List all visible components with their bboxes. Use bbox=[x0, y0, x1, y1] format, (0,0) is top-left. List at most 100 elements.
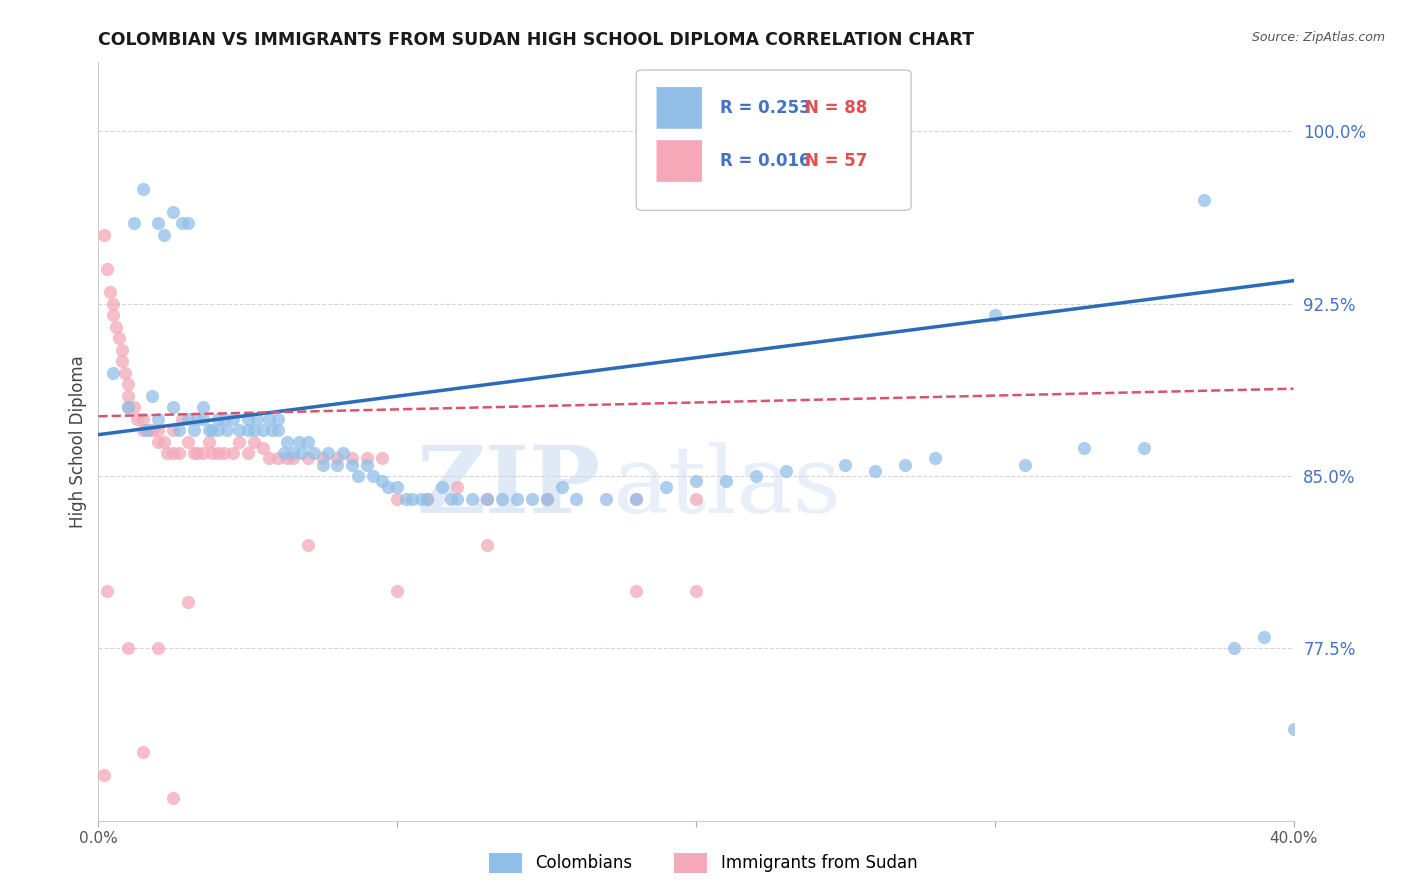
Point bbox=[153, 227, 176, 242]
Point bbox=[1192, 194, 1215, 208]
Point bbox=[411, 491, 433, 506]
Point bbox=[177, 216, 200, 230]
Point bbox=[626, 583, 648, 598]
Point bbox=[183, 446, 205, 460]
Point bbox=[655, 481, 678, 495]
Text: R = 0.253: R = 0.253 bbox=[720, 99, 811, 117]
Point bbox=[342, 450, 364, 465]
Point bbox=[276, 434, 298, 449]
FancyBboxPatch shape bbox=[657, 140, 702, 182]
Point bbox=[260, 423, 283, 437]
FancyBboxPatch shape bbox=[637, 70, 911, 211]
Point bbox=[103, 366, 125, 380]
Point bbox=[117, 377, 139, 392]
Point bbox=[297, 538, 319, 552]
Point bbox=[685, 583, 707, 598]
Point bbox=[141, 423, 163, 437]
Point bbox=[172, 411, 194, 425]
Point bbox=[236, 411, 259, 425]
Text: atlas: atlas bbox=[613, 442, 842, 532]
Point bbox=[775, 464, 797, 478]
Point bbox=[1014, 458, 1036, 472]
Point bbox=[440, 491, 463, 506]
Point bbox=[114, 366, 136, 380]
Point bbox=[550, 481, 572, 495]
Point bbox=[267, 450, 290, 465]
Point bbox=[342, 458, 364, 472]
Point bbox=[103, 296, 125, 310]
Point bbox=[475, 491, 498, 506]
Point bbox=[276, 450, 298, 465]
Point bbox=[201, 446, 224, 460]
Point bbox=[162, 423, 184, 437]
Point bbox=[167, 423, 190, 437]
Text: COLOMBIAN VS IMMIGRANTS FROM SUDAN HIGH SCHOOL DIPLOMA CORRELATION CHART: COLOMBIAN VS IMMIGRANTS FROM SUDAN HIGH … bbox=[98, 31, 974, 49]
Point bbox=[356, 450, 378, 465]
Point bbox=[162, 790, 184, 805]
Point bbox=[132, 411, 155, 425]
Point bbox=[1133, 442, 1156, 456]
Text: R = 0.016: R = 0.016 bbox=[720, 152, 810, 170]
Point bbox=[347, 469, 370, 483]
Point bbox=[416, 491, 439, 506]
Point bbox=[745, 469, 768, 483]
Point bbox=[135, 423, 157, 437]
Point bbox=[273, 446, 295, 460]
Point bbox=[1282, 722, 1305, 736]
Point bbox=[222, 411, 245, 425]
Point bbox=[685, 491, 707, 506]
Point bbox=[186, 411, 208, 425]
Text: Source: ZipAtlas.com: Source: ZipAtlas.com bbox=[1251, 31, 1385, 45]
Point bbox=[297, 450, 319, 465]
Point bbox=[162, 204, 184, 219]
Point bbox=[96, 583, 118, 598]
Point bbox=[228, 423, 250, 437]
Point bbox=[311, 458, 333, 472]
Point bbox=[257, 411, 280, 425]
Point bbox=[865, 464, 887, 478]
Point bbox=[371, 474, 394, 488]
Y-axis label: High School Diploma: High School Diploma bbox=[69, 355, 87, 528]
Point bbox=[108, 331, 131, 345]
Point bbox=[363, 469, 385, 483]
Point bbox=[201, 423, 224, 437]
Point bbox=[834, 458, 856, 472]
Point bbox=[326, 458, 349, 472]
Point bbox=[243, 434, 266, 449]
Point bbox=[281, 446, 304, 460]
Point bbox=[222, 446, 245, 460]
Point bbox=[318, 446, 340, 460]
Point bbox=[267, 423, 290, 437]
Point bbox=[111, 343, 134, 357]
Point bbox=[177, 411, 200, 425]
Point bbox=[148, 423, 170, 437]
Point bbox=[461, 491, 484, 506]
Point bbox=[446, 481, 468, 495]
FancyBboxPatch shape bbox=[657, 87, 702, 128]
Point bbox=[714, 474, 737, 488]
Point bbox=[212, 446, 235, 460]
Point bbox=[446, 491, 468, 506]
Point bbox=[326, 450, 349, 465]
Point bbox=[416, 491, 439, 506]
Point bbox=[117, 400, 139, 414]
Point bbox=[401, 491, 423, 506]
Point bbox=[207, 423, 229, 437]
Point bbox=[117, 400, 139, 414]
Point bbox=[124, 400, 146, 414]
Point bbox=[177, 595, 200, 609]
Point bbox=[105, 319, 128, 334]
Point bbox=[475, 538, 498, 552]
Point bbox=[257, 450, 280, 465]
Point bbox=[685, 474, 707, 488]
Point bbox=[475, 491, 498, 506]
Point bbox=[132, 745, 155, 759]
Point bbox=[297, 434, 319, 449]
Point bbox=[138, 423, 160, 437]
Point bbox=[124, 216, 146, 230]
Point bbox=[212, 411, 235, 425]
Point bbox=[894, 458, 917, 472]
Point bbox=[215, 423, 238, 437]
Point bbox=[385, 583, 409, 598]
Text: N = 57: N = 57 bbox=[806, 152, 868, 170]
